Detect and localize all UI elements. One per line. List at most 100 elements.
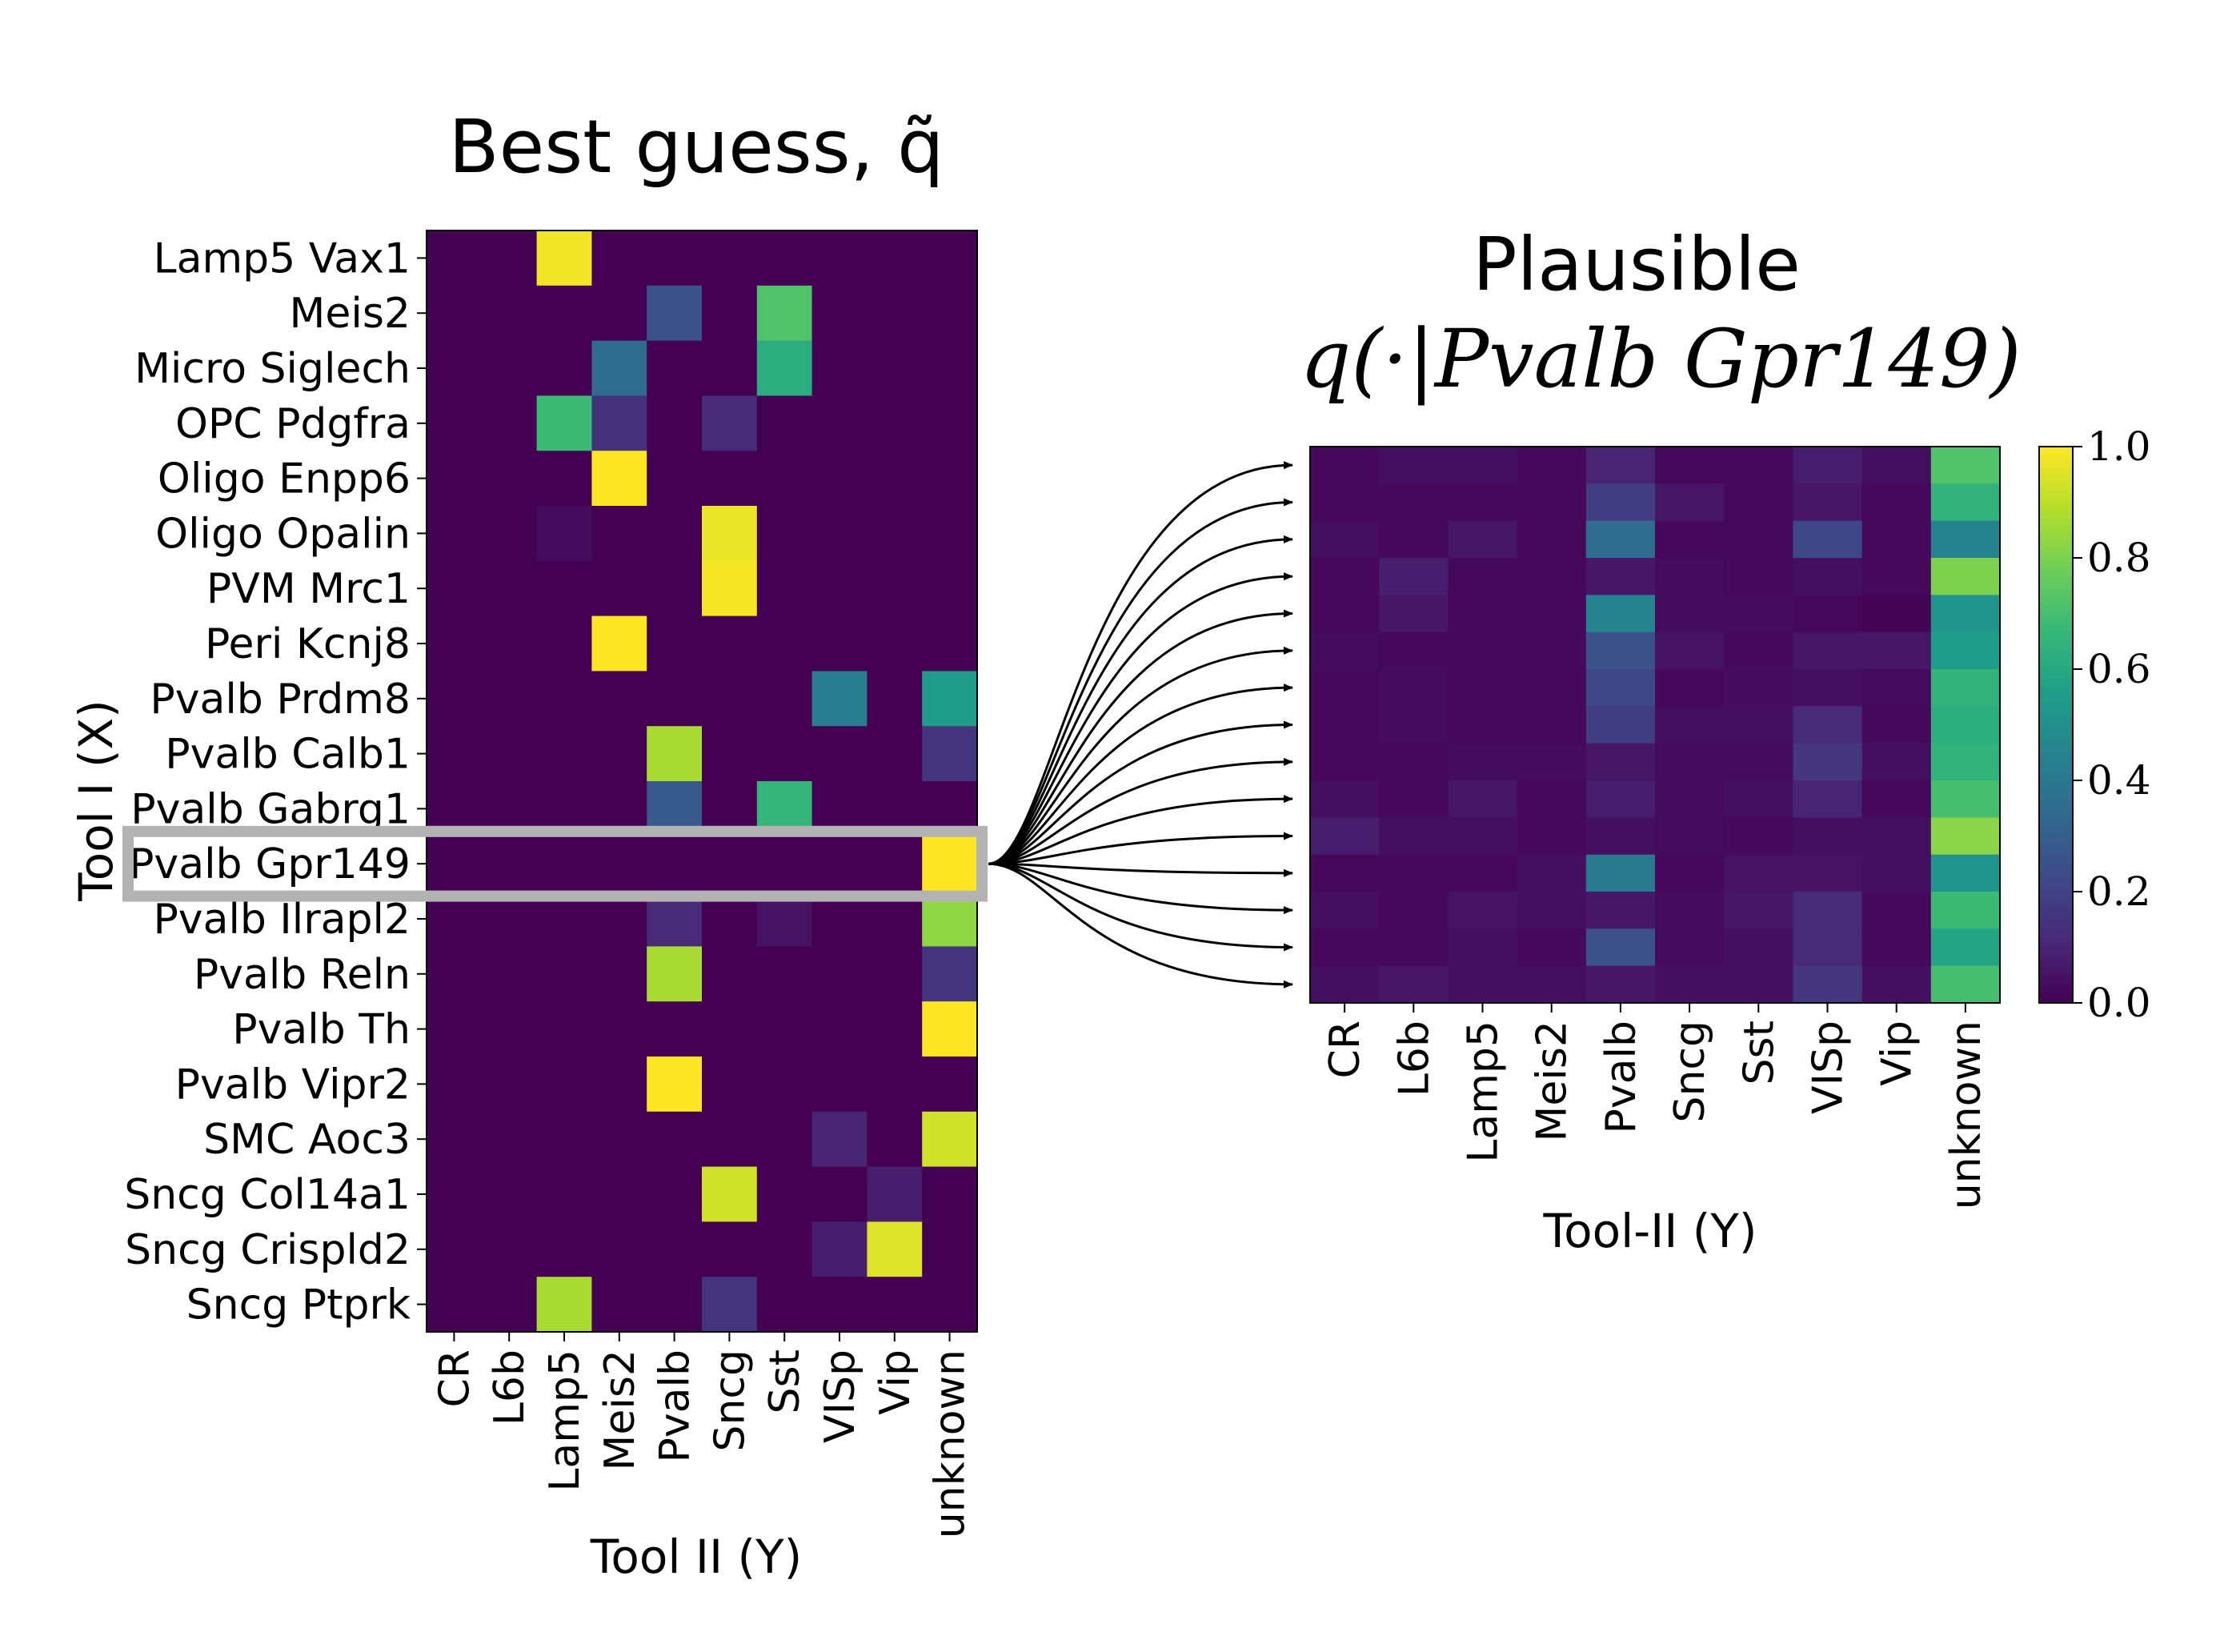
left-y-tick-label: SMC Aoc3: [203, 1116, 411, 1164]
left-cell: [481, 451, 538, 507]
right-cell: [1724, 669, 1793, 707]
right-cell: [1930, 483, 2001, 522]
left-cell: [702, 1221, 758, 1277]
left-y-axis-label: Tool I (X): [69, 700, 123, 902]
right-x-tick-label: Pvalb: [1597, 1020, 1645, 1133]
left-cell: [536, 340, 592, 396]
right-cell: [1585, 706, 1656, 744]
left-cell: [811, 615, 868, 672]
left-y-tick-label: Pvalb Gabrg1: [130, 785, 411, 833]
right-cell: [1793, 669, 1863, 707]
left-cell: [481, 560, 538, 617]
right-cell: [1793, 743, 1863, 781]
left-cell: [427, 836, 483, 892]
left-x-tick-label: unknown: [927, 1349, 975, 1538]
right-cell: [1310, 632, 1380, 670]
left-cell: [702, 395, 758, 451]
right-cell: [1310, 743, 1380, 781]
right-cell: [1310, 520, 1380, 559]
left-cell: [427, 671, 483, 727]
left-y-tick-label: Oligo Enpp6: [158, 455, 411, 503]
right-cell: [1310, 558, 1380, 595]
left-x-tick-label: CR: [431, 1349, 479, 1407]
left-cell: [481, 615, 538, 672]
left-y-tick-label: Lamp5 Vax1: [154, 235, 411, 283]
left-cell: [922, 1111, 978, 1168]
left-cell: [811, 451, 868, 507]
right-cell: [1655, 632, 1725, 670]
right-cell: [1655, 595, 1725, 633]
left-cell: [756, 671, 813, 727]
left-cell: [811, 1111, 868, 1168]
right-cell: [1379, 928, 1449, 967]
right-cell: [1655, 483, 1725, 522]
left-cell: [536, 451, 592, 507]
right-cell: [1585, 483, 1656, 522]
left-cell: [922, 1001, 978, 1057]
right-cell: [1930, 780, 2001, 818]
right-x-tick-label: L6b: [1390, 1020, 1438, 1097]
right-cell: [1930, 669, 2001, 707]
left-cell: [591, 1001, 647, 1057]
left-cell: [536, 671, 592, 727]
right-cell: [1861, 632, 1932, 670]
left-cell: [922, 1221, 978, 1277]
right-cell: [1517, 854, 1587, 892]
right-cell: [1379, 892, 1449, 929]
left-cell: [591, 1277, 647, 1333]
left-cell: [922, 836, 978, 892]
left-cell: [811, 1277, 868, 1333]
right-cell: [1310, 817, 1380, 856]
right-cell: [1861, 817, 1932, 856]
left-cell: [702, 1111, 758, 1168]
left-cell: [702, 671, 758, 727]
left-x-tick-label: Meis2: [596, 1349, 644, 1470]
right-cell: [1655, 447, 1725, 484]
left-cell: [427, 231, 483, 287]
left-cell: [427, 285, 483, 342]
right-cell: [1517, 928, 1587, 967]
left-cell: [756, 1111, 813, 1168]
right-cell: [1517, 447, 1587, 484]
right-cell: [1448, 817, 1518, 856]
right-x-tick-label: Vip: [1873, 1020, 1921, 1086]
right-cell: [1930, 743, 2001, 781]
left-heatmap: [426, 230, 978, 1333]
arrow: [988, 862, 1293, 915]
right-cell: [1517, 965, 1587, 1004]
right-cell: [1379, 483, 1449, 522]
right-cell: [1930, 928, 2001, 967]
left-cell: [811, 726, 868, 782]
left-cell: [647, 560, 703, 617]
left-cell: [647, 946, 703, 1002]
right-cell: [1724, 780, 1793, 818]
right-cell: [1310, 965, 1380, 1004]
left-y-tick-label: Oligo Opalin: [155, 510, 411, 558]
left-cell: [427, 1166, 483, 1222]
right-cell: [1861, 483, 1932, 522]
right-x-tick-label: Sst: [1735, 1020, 1783, 1085]
right-cell: [1310, 669, 1380, 707]
right-cell: [1448, 669, 1518, 707]
left-cell: [756, 1277, 813, 1333]
right-heatmap: [1309, 446, 2001, 1004]
left-cell: [647, 231, 703, 287]
arrow: [988, 757, 1293, 865]
left-cell: [591, 1111, 647, 1168]
left-x-tick-label: Vip: [872, 1349, 920, 1415]
right-x-tick-label: Sncg: [1666, 1020, 1714, 1123]
left-y-tick-label: Sncg Col14a1: [124, 1171, 411, 1219]
right-heatmap-frame: [1309, 446, 2001, 1004]
left-cell: [647, 1001, 703, 1057]
right-cell: [1517, 817, 1587, 856]
right-cell: [1310, 595, 1380, 633]
arrow: [988, 862, 1293, 877]
right-cell: [1448, 854, 1518, 892]
left-cell: [922, 1277, 978, 1333]
right-x-tick-label: VISp: [1805, 1020, 1853, 1114]
left-cell: [536, 285, 592, 342]
left-cell: [481, 1221, 538, 1277]
right-cell: [1517, 892, 1587, 929]
left-cell: [536, 1166, 592, 1222]
left-cell: [922, 615, 978, 672]
